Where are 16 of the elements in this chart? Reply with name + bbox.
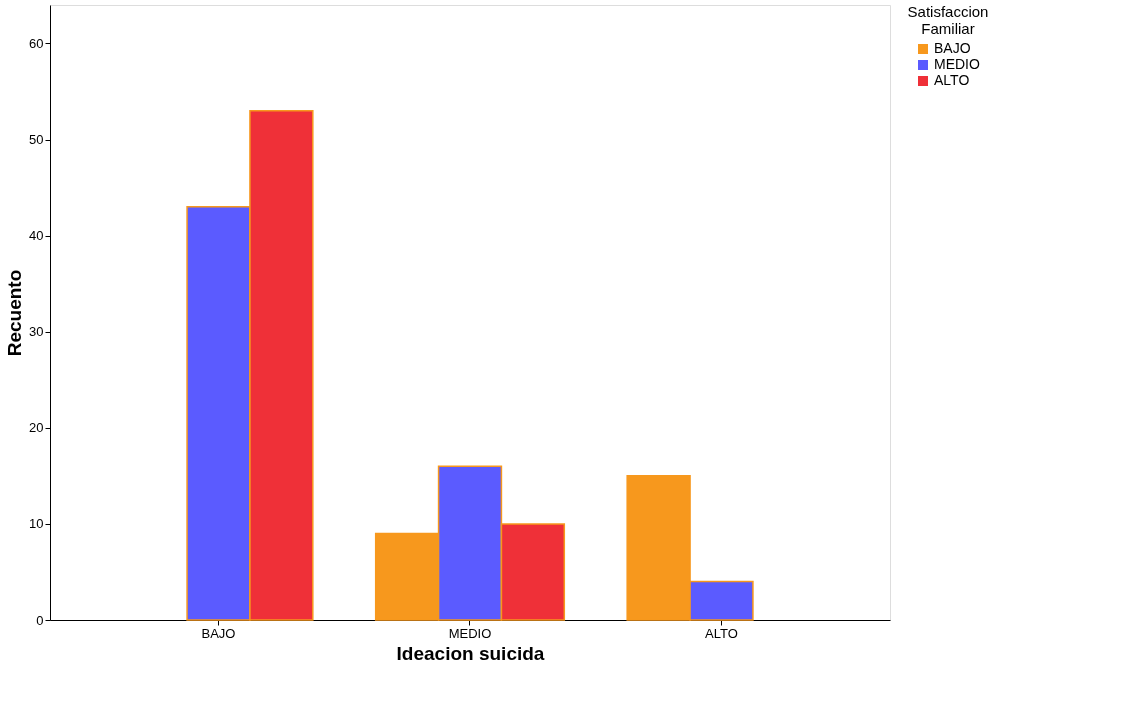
x-axis-title: Ideacion suicida — [396, 642, 545, 664]
y-tick-label: 40 — [29, 228, 44, 244]
x-tick-label: MEDIO — [448, 625, 492, 641]
y-tick-label: 30 — [29, 324, 44, 340]
y-tick-label: 50 — [29, 132, 44, 148]
y-axis-title: Recuento — [4, 269, 26, 357]
x-tick-label: ALTO — [705, 625, 738, 641]
x-tick-label: BAJO — [201, 625, 236, 641]
y-tick-label: 0 — [36, 612, 44, 628]
y-tick-label: 10 — [29, 516, 44, 532]
legend-label: BAJO — [934, 40, 971, 56]
y-tick-label: 20 — [29, 420, 44, 436]
legend-label: ALTO — [934, 72, 970, 88]
y-tick-label: 60 — [29, 35, 44, 51]
legend-title: Satisfaccion Familiar — [907, 3, 989, 37]
legend-label: MEDIO — [934, 56, 980, 72]
